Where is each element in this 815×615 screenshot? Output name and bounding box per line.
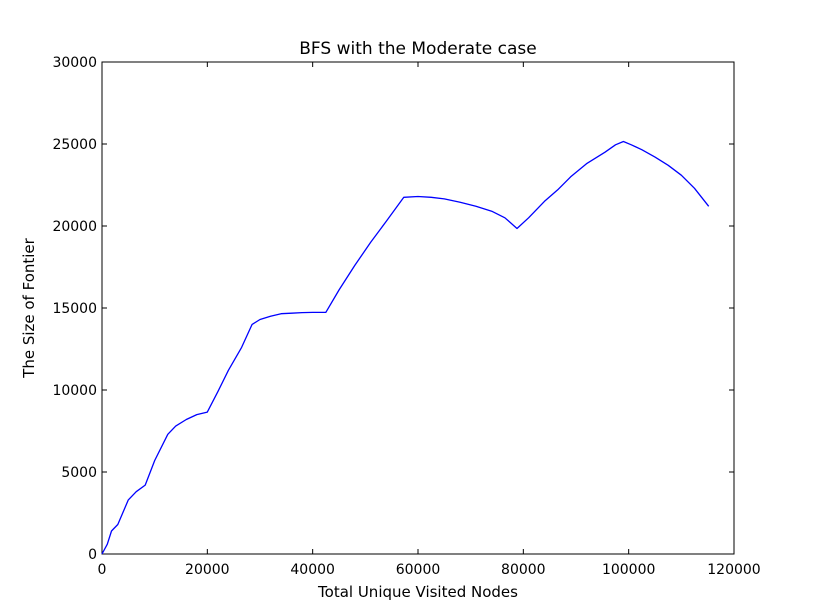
x-tick-label: 0 xyxy=(98,562,107,578)
y-tick-label: 5000 xyxy=(61,465,97,481)
y-tick-label: 15000 xyxy=(52,301,97,317)
x-tick-label: 120000 xyxy=(707,562,760,578)
x-tick-label: 60000 xyxy=(396,562,441,578)
x-axis-title: Total Unique Visited Nodes xyxy=(317,583,518,601)
x-tick-label: 40000 xyxy=(290,562,335,578)
x-tick-label: 80000 xyxy=(501,562,546,578)
plot-frame xyxy=(101,61,735,555)
x-axis: 0 20000 40000 60000 80000 100000 120000 xyxy=(98,62,761,578)
series-layer xyxy=(101,140,710,555)
y-tick-label: 20000 xyxy=(52,219,97,235)
y-axis: 0 5000 10000 15000 20000 25000 30000 xyxy=(52,55,734,563)
y-tick-label: 10000 xyxy=(52,383,97,399)
x-tick-label: 100000 xyxy=(602,562,655,578)
y-tick-label: 25000 xyxy=(52,137,97,153)
x-tick-label: 20000 xyxy=(185,562,230,578)
series-line xyxy=(101,140,710,555)
chart-title: BFS with the Moderate case xyxy=(299,39,536,59)
y-tick-label: 0 xyxy=(88,547,97,563)
y-tick-label: 30000 xyxy=(52,55,97,71)
y-axis-title: The Size of Fontier xyxy=(20,237,38,379)
